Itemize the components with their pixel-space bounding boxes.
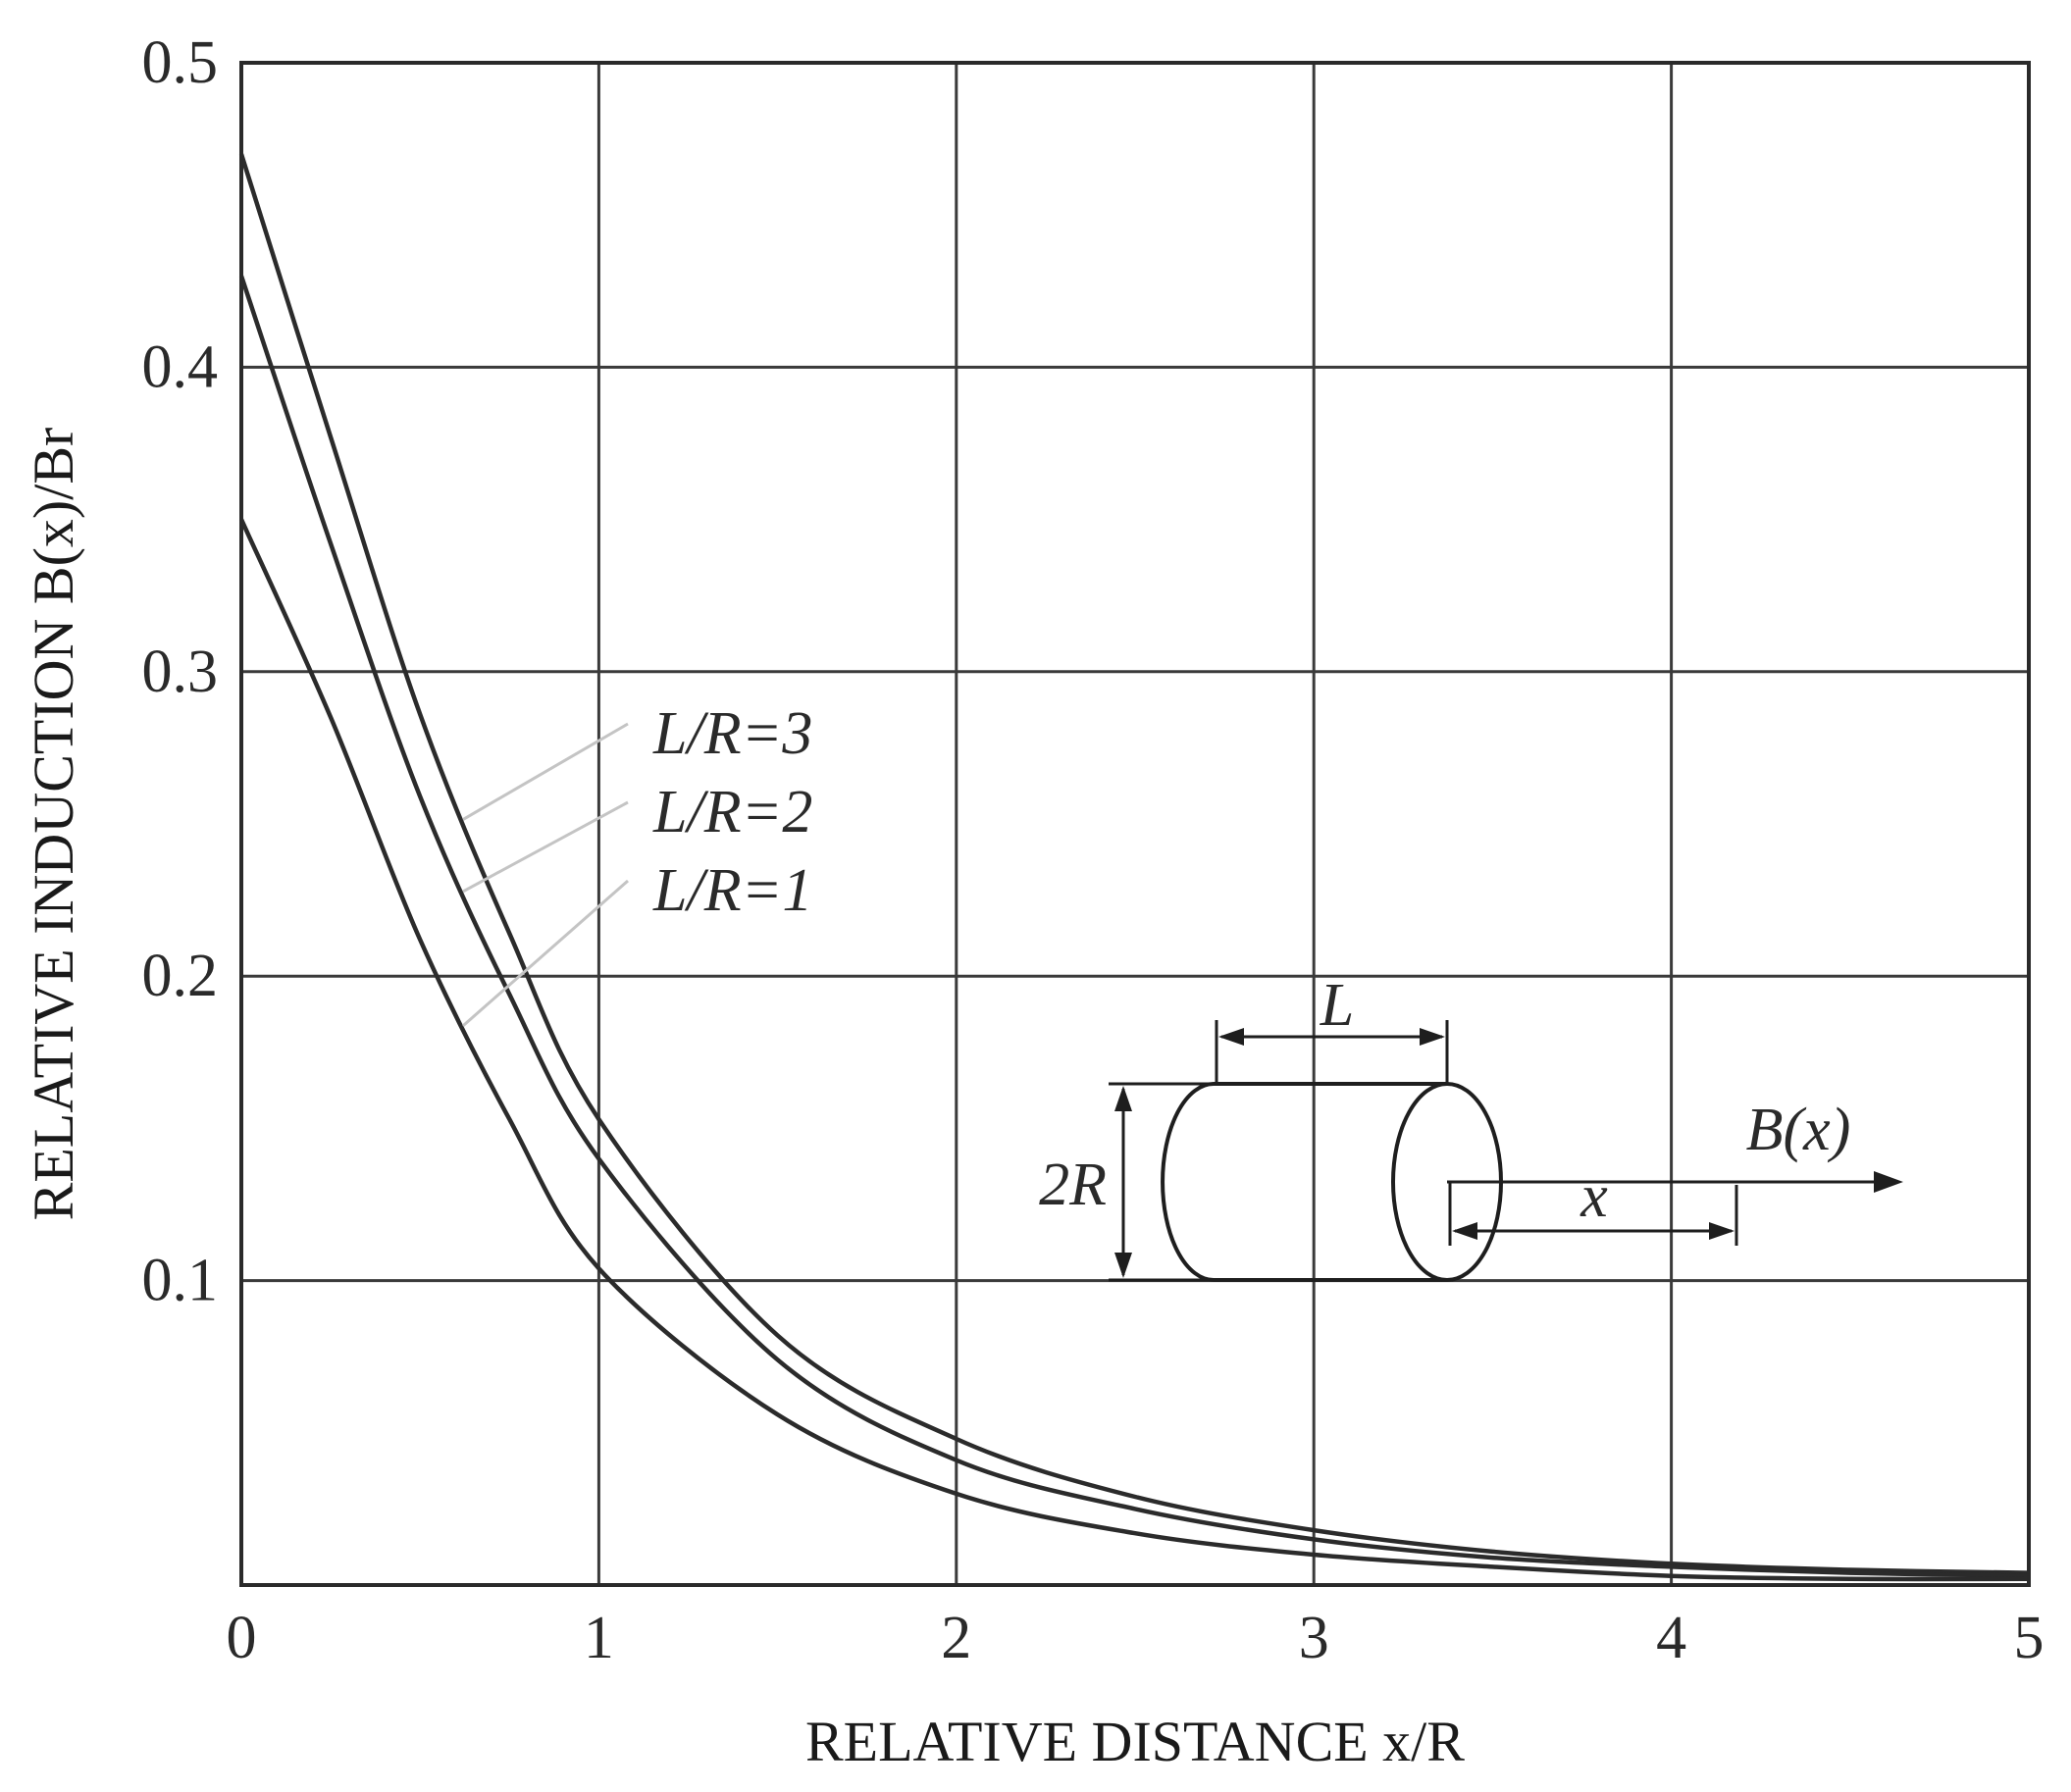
y-tick-label: 0.5 bbox=[142, 29, 219, 96]
field-label: B(x) bbox=[1746, 1097, 1851, 1163]
diameter-arrow-top bbox=[1114, 1086, 1132, 1111]
x-tick-label: 4 bbox=[1656, 1605, 1686, 1671]
series-labels: L/R=3 L/R=2 L/R=1 bbox=[461, 700, 812, 1027]
length-arrow-right bbox=[1420, 1028, 1445, 1046]
series-leader-line bbox=[462, 722, 629, 821]
plot-frame bbox=[239, 61, 2031, 1587]
series-line-l-r-3 bbox=[238, 153, 2030, 1575]
series-label: L/R=3 bbox=[652, 700, 812, 767]
distance-arrow-left bbox=[1452, 1222, 1477, 1240]
distance-arrow-right bbox=[1709, 1222, 1734, 1240]
cylinder-body bbox=[1161, 1082, 1447, 1282]
y-tick-label: 0.2 bbox=[142, 943, 219, 1009]
curves bbox=[238, 153, 2030, 1582]
length-arrow-left bbox=[1218, 1028, 1244, 1046]
series-line-l-r-2 bbox=[238, 275, 2030, 1578]
grid-lines bbox=[239, 61, 2031, 1585]
series-label: L/R=2 bbox=[652, 779, 812, 845]
series-leader-line bbox=[461, 879, 629, 1027]
y-axis-title: RELATIVE INDUCTION B(x)/Br bbox=[22, 428, 85, 1221]
series-label: L/R=1 bbox=[652, 857, 812, 924]
series-line-l-r-1 bbox=[238, 518, 2030, 1582]
diameter-arrow-bottom bbox=[1114, 1253, 1132, 1278]
distance-label: x bbox=[1579, 1163, 1608, 1230]
y-tick-label: 0.3 bbox=[142, 639, 219, 705]
y-tick-label: 0.1 bbox=[142, 1248, 219, 1314]
length-label: L bbox=[1320, 972, 1354, 1039]
magnet-inset: L 2R B(x) x bbox=[1039, 972, 1903, 1282]
y-tick-label: 0.4 bbox=[142, 333, 219, 400]
x-tick-label: 2 bbox=[941, 1605, 971, 1671]
field-axis-arrowhead bbox=[1874, 1171, 1903, 1193]
x-tick-label: 0 bbox=[227, 1605, 257, 1671]
diameter-label: 2R bbox=[1039, 1152, 1107, 1218]
x-tick-label: 3 bbox=[1299, 1605, 1329, 1671]
series-leader-line bbox=[462, 800, 629, 894]
x-tick-label: 5 bbox=[2014, 1605, 2045, 1671]
x-axis-title: RELATIVE DISTANCE x/R bbox=[805, 1710, 1465, 1773]
x-tick-label: 1 bbox=[584, 1605, 614, 1671]
tick-labels: 0 1 2 3 4 5 0.1 0.2 0.3 0.4 0.5 bbox=[142, 29, 2045, 1671]
